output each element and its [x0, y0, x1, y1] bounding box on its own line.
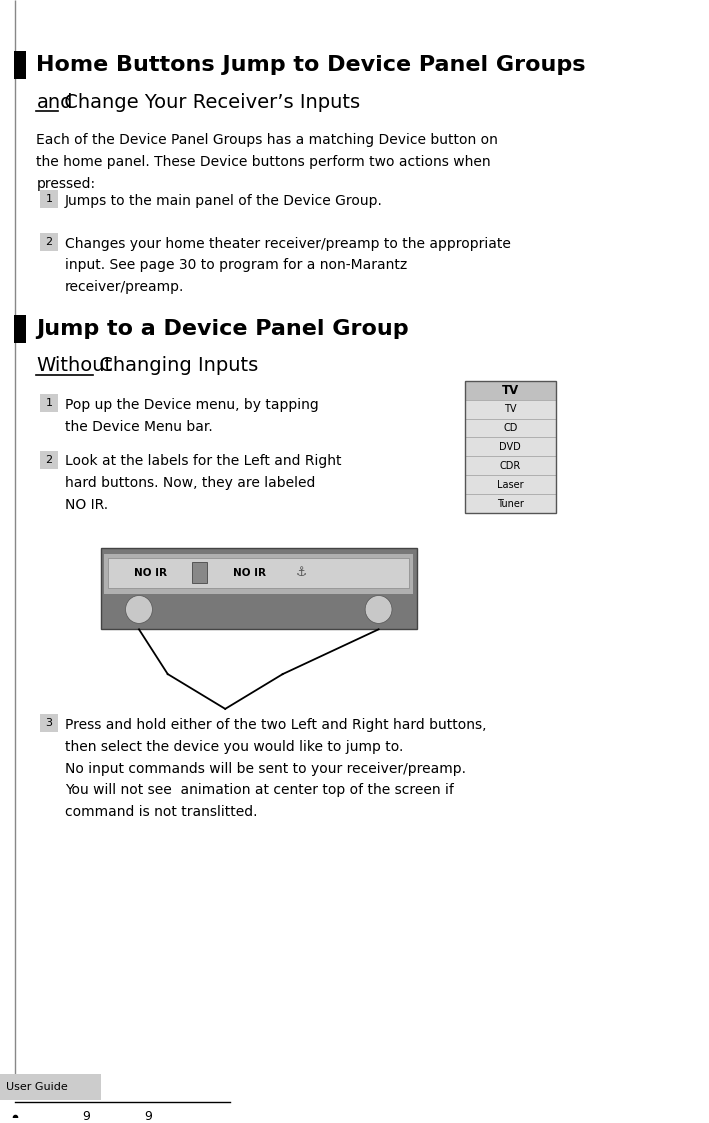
- Text: Jumps to the main panel of the Device Group.: Jumps to the main panel of the Device Gr…: [65, 194, 383, 208]
- Bar: [14, 51, 26, 79]
- Text: 2: 2: [45, 237, 52, 247]
- Text: CD: CD: [503, 423, 518, 433]
- Text: the home panel. These Device buttons perform two actions when: the home panel. These Device buttons per…: [36, 155, 491, 170]
- Bar: [465, 494, 556, 513]
- Text: NO IR: NO IR: [134, 567, 167, 577]
- Text: Tuner: Tuner: [497, 499, 524, 509]
- Text: receiver/preamp.: receiver/preamp.: [65, 281, 184, 294]
- Bar: [465, 475, 556, 494]
- Text: hard buttons. Now, they are labeled: hard buttons. Now, they are labeled: [65, 476, 316, 490]
- Text: 9: 9: [82, 1110, 90, 1123]
- Circle shape: [125, 595, 152, 623]
- Bar: [101, 548, 417, 629]
- Text: Pop up the Device menu, by tapping: Pop up the Device menu, by tapping: [65, 398, 319, 412]
- Bar: [40, 450, 57, 468]
- Text: the Device Menu bar.: the Device Menu bar.: [65, 420, 213, 433]
- Bar: [465, 419, 556, 438]
- Text: CDR: CDR: [500, 460, 521, 471]
- Text: You will not see  animation at center top of the screen if: You will not see animation at center top…: [65, 784, 454, 797]
- Bar: [40, 714, 57, 732]
- Text: Laser: Laser: [497, 480, 524, 490]
- Text: 1: 1: [45, 194, 52, 204]
- Bar: [465, 381, 556, 400]
- Text: 1: 1: [45, 398, 52, 408]
- Text: TV: TV: [502, 384, 519, 396]
- Text: NO IR.: NO IR.: [65, 499, 108, 512]
- Text: Each of the Device Panel Groups has a matching Device button on: Each of the Device Panel Groups has a ma…: [36, 134, 498, 147]
- Bar: [40, 190, 57, 208]
- Circle shape: [365, 595, 392, 623]
- Text: DVD: DVD: [499, 441, 521, 451]
- Text: 9: 9: [145, 1110, 152, 1123]
- Bar: [108, 558, 409, 587]
- Text: pressed:: pressed:: [36, 177, 96, 191]
- Text: ⚓: ⚓: [296, 566, 308, 579]
- Bar: [191, 563, 207, 583]
- Text: command is not translitted.: command is not translitted.: [65, 805, 257, 820]
- Bar: [465, 381, 556, 513]
- Text: Home Buttons Jump to Device Panel Groups: Home Buttons Jump to Device Panel Groups: [36, 55, 586, 74]
- Text: Changing Inputs: Changing Inputs: [94, 356, 259, 375]
- Text: then select the device you would like to jump to.: then select the device you would like to…: [65, 740, 403, 754]
- Text: User Guide: User Guide: [6, 1081, 67, 1092]
- Bar: [40, 232, 57, 250]
- Bar: [40, 394, 57, 412]
- Text: input. See page 30 to program for a non-Marantz: input. See page 30 to program for a non-…: [65, 258, 408, 273]
- Bar: [14, 316, 26, 343]
- Text: 2: 2: [45, 455, 52, 465]
- Text: Look at the labels for the Left and Right: Look at the labels for the Left and Righ…: [65, 455, 342, 468]
- Bar: [104, 554, 413, 594]
- Text: 3: 3: [45, 718, 52, 728]
- Text: Changes your home theater receiver/preamp to the appropriate: Changes your home theater receiver/pream…: [65, 237, 511, 250]
- Text: Jump to a Device Panel Group: Jump to a Device Panel Group: [36, 319, 409, 339]
- Text: Press and hold either of the two Left and Right hard buttons,: Press and hold either of the two Left an…: [65, 718, 486, 732]
- Text: and: and: [36, 93, 73, 112]
- Text: NO IR: NO IR: [233, 567, 266, 577]
- Bar: [465, 400, 556, 419]
- Bar: [465, 438, 556, 456]
- Text: TV: TV: [504, 404, 517, 414]
- Bar: [465, 456, 556, 475]
- Text: No input commands will be sent to your receiver/preamp.: No input commands will be sent to your r…: [65, 761, 467, 776]
- Bar: [0, 1074, 101, 1099]
- Text: Without: Without: [36, 356, 113, 375]
- Text: Change Your Receiver’s Inputs: Change Your Receiver’s Inputs: [57, 93, 359, 112]
